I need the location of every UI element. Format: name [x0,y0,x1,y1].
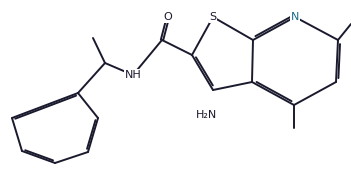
Text: H₂N: H₂N [196,110,218,120]
Text: S: S [210,12,217,22]
Text: O: O [164,12,172,22]
Text: N: N [291,12,299,22]
Text: NH: NH [125,70,141,80]
